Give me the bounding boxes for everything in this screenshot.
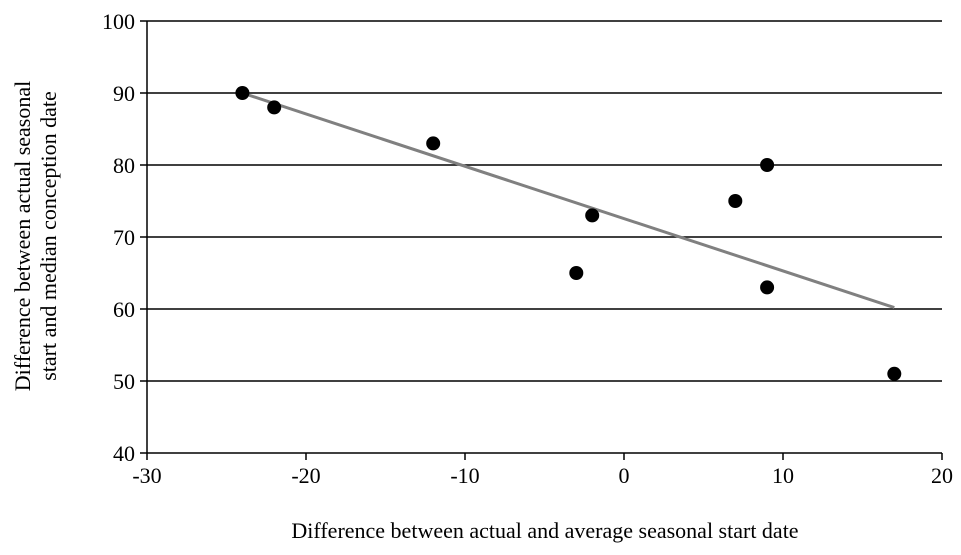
data-point [728,194,743,208]
x-tick-label: -30 [132,463,161,488]
y-tick-label: 60 [113,297,135,322]
data-point [760,158,775,172]
y-tick-label: 80 [113,153,135,178]
y-axis-title-line-2: start and median conception date [36,91,61,381]
data-point [267,100,282,115]
data-point [426,136,441,151]
y-tick-label: 90 [113,81,135,106]
data-point [760,280,775,295]
trendline-group [241,91,895,309]
data-point [569,266,584,280]
x-tick-label: 0 [619,463,630,488]
x-axis-title: Difference between actual and average se… [291,518,798,543]
tick-labels: 40 50 60 70 80 90 100 -30 -20 -10 0 10 20 [102,9,953,488]
gridlines [147,20,942,382]
x-tick-label: 20 [931,463,953,488]
y-tick-label: 50 [113,369,135,394]
data-points [235,86,902,381]
axes [140,20,943,460]
data-point [585,208,600,223]
x-tick-label: -10 [450,463,479,488]
data-point [235,86,250,100]
trendline [241,91,895,309]
y-tick-label: 100 [102,9,135,34]
y-axis-title-line-1: Difference between actual seasonal [10,81,35,391]
data-point [887,366,902,381]
x-tick-label: 10 [772,463,794,488]
y-tick-label: 70 [113,225,135,250]
x-tick-label: -20 [291,463,320,488]
y-tick-label: 40 [113,441,135,466]
